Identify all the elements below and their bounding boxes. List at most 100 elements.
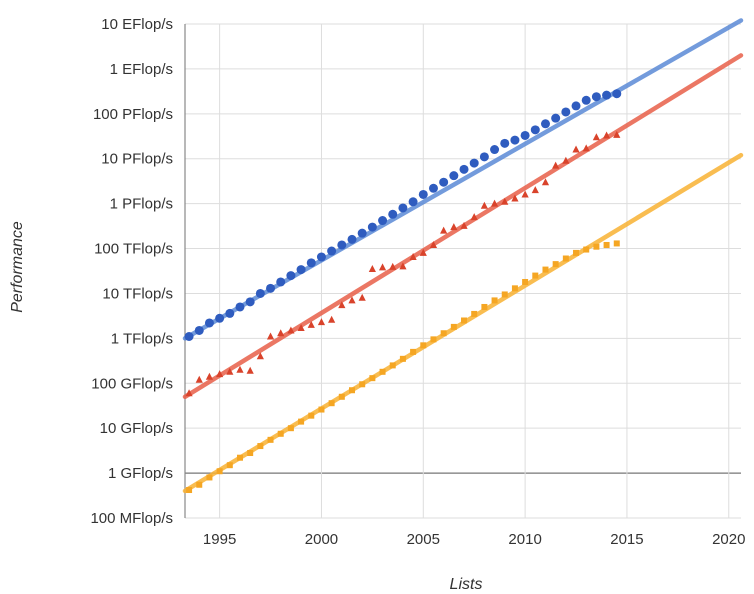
data-point [216,370,224,378]
data-point [399,262,407,270]
data-point [257,443,264,450]
x-tick-label: 2020 [712,531,745,548]
data-point [226,462,233,469]
data-point [236,365,244,373]
y-tick-label: 100 MFlop/s [90,510,173,527]
data-point [327,246,337,256]
data-point [307,320,315,328]
x-axis-title: Lists [450,576,483,593]
data-point [245,297,255,307]
data-point [338,301,346,309]
data-point [460,221,468,229]
data-point [603,241,610,248]
y-tick-label: 1 PFlop/s [110,196,173,213]
data-point [552,261,559,268]
data-point [225,308,235,318]
data-point [583,246,590,253]
data-point [562,255,569,262]
data-point [582,144,590,152]
data-point [368,265,376,273]
y-tick-label: 100 TFlop/s [94,241,173,258]
data-point [267,436,274,443]
data-point [510,135,520,145]
data-point [459,164,469,174]
data-point [296,265,306,275]
data-point [379,368,386,375]
data-point [531,186,539,194]
data-point [501,291,508,298]
y-tick-label: 1 TFlop/s [111,330,173,347]
data-point [347,234,357,244]
data-point [440,330,447,337]
data-point [428,183,438,193]
data-point [540,119,550,129]
data-point [439,177,449,187]
data-point [602,90,612,100]
data-point [306,258,316,268]
data-point [277,430,284,437]
data-point [552,161,560,169]
data-point [449,171,459,181]
x-tick-label: 2015 [610,531,643,548]
data-point [450,223,458,231]
data-point [572,145,580,153]
data-point [490,145,500,155]
data-point [389,362,396,369]
data-point [418,189,428,199]
data-point [298,418,305,425]
data-point [287,326,295,334]
data-point [266,283,276,293]
data-point [359,381,366,388]
y-tick-label: 10 TFlop/s [102,285,173,302]
data-point [408,197,418,207]
data-point [522,278,529,285]
data-point [235,302,245,312]
data-point [470,213,478,221]
data-point [367,222,377,232]
data-point [542,266,549,273]
x-tick-label: 2000 [305,531,338,548]
data-point [511,194,519,202]
data-point [216,468,223,475]
trend-lines [182,18,744,494]
data-point [480,201,488,209]
data-point [571,101,581,111]
data-point [520,130,530,140]
data-point [450,323,457,330]
data-point [236,454,243,461]
data-point [286,271,296,281]
data-point [530,125,540,135]
data-point [378,263,387,271]
data-point [479,152,489,162]
y-tick-labels: 100 MFlop/s 1 GFlop/s 10 GFlop/s 100 GFlop/… [90,16,173,527]
data-point [500,138,510,148]
data-point [358,293,366,301]
data-point [337,240,347,250]
data-point [247,450,254,457]
data-point [430,336,437,343]
data-point [469,158,479,168]
y-tick-label: 1 GFlop/s [108,465,173,482]
data-point [491,297,498,304]
data-point [562,156,570,164]
data-point [205,372,214,380]
data-point [297,324,305,332]
data-point [195,375,203,383]
data-point [409,252,417,260]
y-axis-title: Performance [9,221,26,313]
data-point [440,226,448,234]
data-point [389,262,397,270]
y-tick-label: 10 EFlop/s [101,16,173,33]
y-tick-label: 10 PFlop/s [101,151,173,168]
data-point [277,329,285,337]
data-point [246,366,254,374]
data-point [501,197,509,205]
data-points [184,89,622,494]
data-point [511,285,518,292]
data-point [490,199,499,207]
data-point [185,389,193,397]
data-point [612,89,622,99]
data-point [541,178,550,186]
data-point [532,272,539,279]
